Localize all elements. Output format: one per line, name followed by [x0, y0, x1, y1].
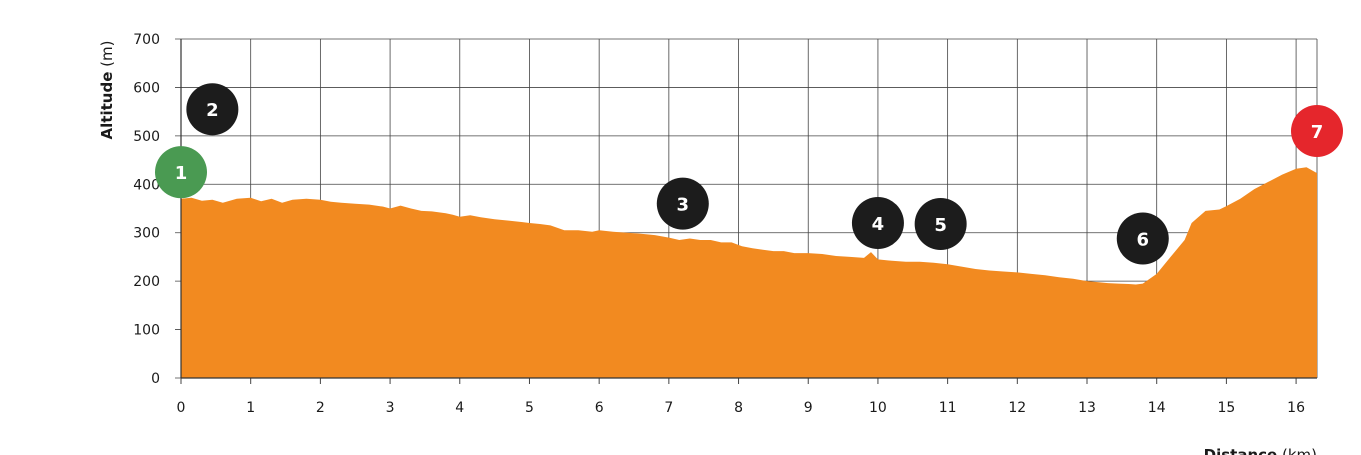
- y-tick-label: 100: [133, 323, 160, 339]
- route-marker-label: 3: [677, 195, 690, 216]
- x-tick-label: 5: [525, 400, 534, 416]
- route-marker-circle: [851, 197, 904, 250]
- x-tick-label: 2: [316, 400, 325, 416]
- altitude-profile-area: [181, 167, 1317, 378]
- route-marker-label: 1: [175, 163, 188, 184]
- route-marker-circle: [155, 146, 207, 199]
- route-marker-circle: [1291, 105, 1343, 158]
- x-tick-label: 9: [804, 400, 813, 416]
- route-markers: 1 2 3 4 5 6 7: [155, 83, 1343, 265]
- x-tick-label: 15: [1217, 400, 1235, 416]
- x-tick-label: 12: [1008, 400, 1026, 416]
- y-axis-label-main: Altitude: [98, 72, 116, 140]
- route-marker: 4: [851, 197, 904, 250]
- route-marker-circle: [186, 83, 239, 136]
- y-tick-label: 0: [151, 371, 160, 387]
- y-tick-labels: 0 100 200 300 400 500 600 700: [133, 32, 160, 387]
- y-axis-label-unit: (m): [98, 41, 116, 72]
- x-tick-label: 10: [869, 400, 887, 416]
- route-marker-circle: [1116, 212, 1169, 265]
- route-marker: 6: [1116, 212, 1169, 265]
- route-marker-circle: [656, 177, 709, 230]
- x-tick-label: 14: [1148, 400, 1166, 416]
- y-tick-label: 600: [133, 80, 160, 96]
- route-marker-circle: [914, 197, 967, 250]
- y-tick-label: 200: [133, 274, 160, 290]
- route-marker-label: 4: [872, 214, 885, 235]
- route-marker: 7: [1291, 105, 1343, 158]
- route-marker: 3: [656, 177, 709, 230]
- y-tick-label: 300: [133, 226, 160, 242]
- x-tick-label: 8: [734, 400, 743, 416]
- route-marker-label: 7: [1311, 122, 1324, 143]
- y-tick-label: 700: [133, 32, 160, 48]
- x-tick-label: 4: [455, 400, 464, 416]
- x-axis-label-main: Distance: [1204, 446, 1278, 455]
- x-tick-label: 3: [386, 400, 395, 416]
- route-marker-label: 5: [934, 215, 947, 236]
- axes: [180, 39, 1317, 384]
- x-tick-label: 1: [246, 400, 255, 416]
- route-marker: 2: [186, 83, 239, 136]
- y-tick-label: 400: [133, 177, 160, 193]
- x-tick-label: 0: [177, 400, 186, 416]
- x-axis-label-unit: (km): [1277, 446, 1317, 455]
- x-tick-label: 7: [664, 400, 673, 416]
- y-tick-label: 500: [133, 129, 160, 145]
- route-marker: 1: [155, 146, 207, 199]
- x-tick-label: 11: [939, 400, 957, 416]
- x-tick-label: 6: [595, 400, 604, 416]
- y-axis-label: Altitude (m): [98, 41, 116, 140]
- x-axis-label: Distance (km): [1204, 446, 1317, 455]
- route-marker: 5: [914, 197, 967, 250]
- route-marker-label: 6: [1137, 230, 1150, 251]
- x-tick-label: 13: [1078, 400, 1096, 416]
- route-marker-label: 2: [206, 100, 219, 121]
- x-tick-label: 16: [1287, 400, 1305, 416]
- x-tick-labels: 0 1 2 3 4 5 6 7 8 9 10 11 12 13 14 15 16: [177, 400, 1306, 416]
